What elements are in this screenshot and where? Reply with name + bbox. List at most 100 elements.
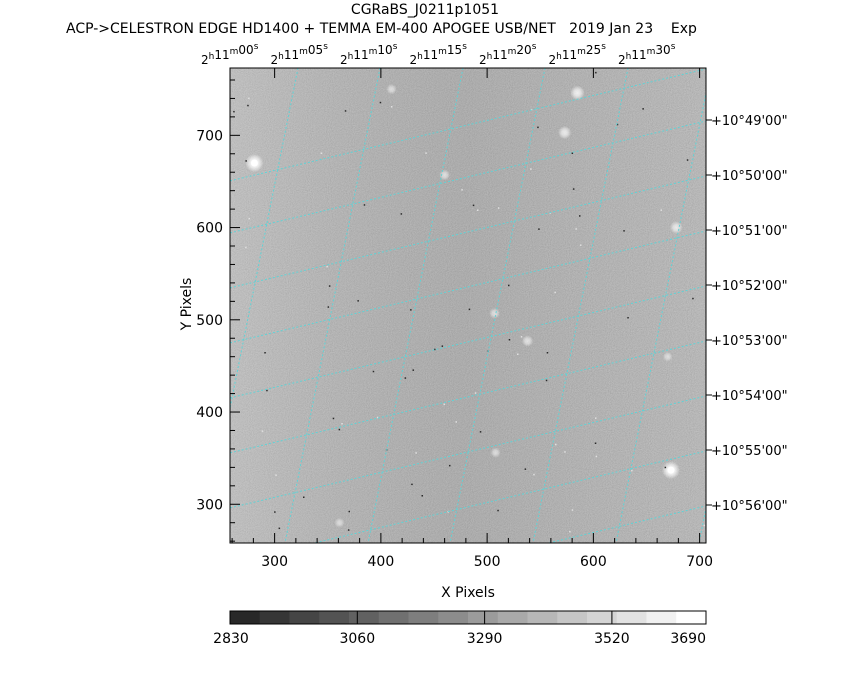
pixel-speck — [472, 204, 475, 207]
star — [570, 85, 585, 101]
colorbar-step — [468, 611, 499, 624]
ra-grid-line — [615, 90, 706, 543]
y-tick-label: 400 — [196, 405, 223, 421]
colorbar-tick-label: 3690 — [670, 631, 706, 647]
y-tick-label: 500 — [196, 313, 223, 329]
pixel-speck — [390, 106, 393, 108]
pixel-speck — [497, 207, 500, 209]
ra-axis-labels: 2h11m00s 2h11m05s 2h11m10s 2h11m15s 2h11m20s… — [201, 42, 676, 67]
pixel-speck — [554, 291, 556, 294]
pixel-speck — [327, 306, 330, 308]
y-tick-label: 300 — [196, 497, 223, 513]
star — [489, 307, 500, 319]
pixel-speck — [274, 511, 276, 513]
pixel-speck — [660, 209, 662, 211]
y-axis-label: Y Pixels — [179, 277, 195, 331]
ra-label: 2h11m30s — [618, 42, 676, 67]
pixel-speck — [468, 308, 471, 311]
pixel-speck — [410, 309, 412, 311]
pixel-speck — [266, 389, 268, 392]
colorbar-step — [557, 611, 588, 624]
ra-grid-line — [230, 68, 299, 411]
pixel-speck — [579, 244, 582, 246]
pixel-speck — [434, 348, 436, 351]
sky-image — [230, 68, 706, 543]
star-core — [667, 466, 675, 474]
pixel-speck — [533, 473, 535, 476]
pixel-speck — [372, 370, 375, 373]
pixel-speck — [441, 345, 444, 347]
pixel-speck — [363, 204, 366, 206]
pixel-speck — [348, 510, 350, 513]
y-tick-label: 700 — [196, 128, 223, 144]
dec-label: +10°55'00" — [711, 444, 788, 459]
pixel-speck — [569, 530, 571, 533]
dec-label: +10°51'00" — [711, 224, 788, 239]
pixel-speck — [530, 168, 532, 170]
x-axis-ticks: 300 400 500 600 700 — [231, 68, 713, 570]
pixel-speck — [520, 336, 523, 338]
star — [334, 517, 345, 528]
ra-label: 2h11m05s — [271, 42, 329, 67]
pixel-speck — [245, 160, 247, 162]
pixel-speck — [664, 466, 667, 469]
colorbar-step — [646, 611, 677, 624]
dec-grid-line — [230, 395, 706, 509]
pixel-speck — [642, 108, 644, 110]
pixel-speck — [623, 230, 625, 232]
pixel-speck — [248, 217, 250, 220]
pixel-speck — [571, 152, 574, 154]
pixel-speck — [545, 379, 548, 382]
pixel-speck — [341, 423, 343, 425]
pixel-speck — [497, 509, 499, 512]
pixel-speck — [555, 443, 557, 446]
pixel-speck — [537, 126, 539, 129]
pixel-speck — [357, 300, 359, 302]
dec-grid-line — [230, 230, 706, 344]
pixel-speck — [379, 101, 382, 104]
dec-grid-line — [230, 175, 706, 289]
stars-layer — [233, 71, 706, 533]
dec-grid-line — [230, 285, 706, 399]
y-tick-label: 600 — [196, 221, 223, 237]
pixel-speck — [400, 213, 403, 215]
ra-grid-line — [449, 68, 546, 543]
colorbar-step — [587, 611, 618, 624]
colorbar-step — [378, 611, 409, 624]
dec-grid-line — [230, 68, 706, 182]
image-frame — [229, 67, 707, 544]
x-tick-label: 700 — [686, 554, 713, 570]
colorbar-step — [527, 611, 558, 624]
pixel-speck — [461, 189, 463, 191]
pixel-speck — [415, 452, 417, 454]
pixel-speck — [443, 403, 445, 406]
pixel-speck — [517, 353, 519, 355]
dec-grid-line — [230, 340, 706, 454]
pixel-speck — [261, 430, 264, 432]
y-axis-ticks: 300 400 500 600 700 — [196, 79, 240, 542]
pixel-speck — [616, 123, 619, 126]
pixel-speck — [275, 474, 277, 476]
pixel-speck — [347, 529, 350, 531]
pixel-speck — [479, 431, 482, 433]
colorbar: 2830 3060 3290 3520 3690 — [213, 610, 707, 647]
pixel-speck — [631, 469, 633, 472]
colorbar-tick-label: 3520 — [594, 631, 630, 647]
ra-grid-line — [284, 68, 381, 543]
dec-label: +10°49'00" — [711, 114, 788, 129]
pixel-speck — [248, 97, 250, 100]
pixel-speck — [264, 352, 266, 354]
pixel-speck — [594, 442, 597, 444]
pixel-speck — [524, 468, 527, 470]
ra-label: 2h11m25s — [549, 42, 607, 67]
x-tick-label: 500 — [474, 554, 501, 570]
pixel-speck — [595, 417, 597, 419]
colorbar-step — [497, 611, 528, 624]
pixel-speck — [278, 527, 281, 530]
x-axis-label: X Pixels — [441, 585, 495, 601]
pixel-speck — [425, 152, 427, 154]
colorbar-step — [616, 611, 647, 624]
pixel-speck — [564, 451, 566, 453]
pixel-speck — [303, 496, 305, 498]
pixel-speck — [477, 209, 479, 211]
